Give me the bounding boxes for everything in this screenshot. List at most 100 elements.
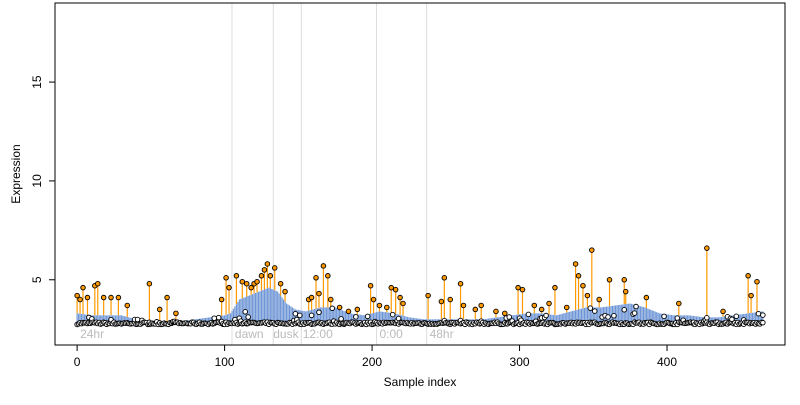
data-point — [261, 267, 268, 273]
data-point — [124, 302, 131, 309]
data-point — [389, 311, 396, 318]
data-point — [376, 302, 383, 309]
x-axis: 0 100 200 300 400 — [74, 344, 677, 369]
data-point — [621, 307, 628, 313]
data-point — [605, 314, 611, 320]
region-label: 24hr — [80, 327, 104, 341]
data-point — [242, 309, 248, 315]
data-point — [345, 308, 352, 315]
data-point — [354, 306, 361, 313]
data-point — [478, 302, 484, 309]
data-point — [546, 300, 552, 307]
data-point — [328, 296, 334, 303]
region-label: dusk — [273, 327, 299, 341]
data-point — [353, 314, 359, 320]
data-point — [233, 273, 240, 279]
data-point — [392, 286, 399, 293]
plot-frame — [54, 2, 786, 346]
data-point — [115, 294, 122, 301]
data-point — [364, 313, 371, 320]
data-point — [676, 300, 682, 307]
data-point — [243, 280, 250, 287]
data-point — [633, 303, 639, 310]
data-point — [531, 302, 538, 309]
y-axis: 5 10 15 — [30, 75, 56, 283]
data-point — [84, 294, 91, 301]
data-point — [271, 265, 278, 271]
data-point — [622, 288, 629, 295]
data-point — [146, 280, 153, 287]
data-points — [74, 245, 766, 328]
data-point — [388, 284, 394, 291]
data-point — [218, 296, 225, 303]
data-point — [760, 312, 766, 318]
data-point — [264, 261, 271, 267]
y-tick-label: 5 — [30, 276, 44, 283]
x-tick-label: 200 — [362, 355, 382, 369]
data-point — [370, 296, 377, 303]
data-point — [74, 292, 80, 299]
data-point — [515, 284, 521, 291]
data-point — [164, 294, 170, 301]
data-point — [80, 284, 86, 291]
region-label: dawn — [235, 327, 264, 341]
data-point — [338, 316, 344, 322]
data-point — [400, 300, 406, 307]
data-point — [292, 310, 299, 317]
region-label: 48hr — [430, 327, 454, 341]
data-point — [425, 292, 431, 299]
x-tick-label: 100 — [215, 355, 235, 369]
data-point — [580, 282, 586, 289]
data-point — [297, 312, 303, 319]
data-point — [502, 310, 508, 317]
region-label: 0:00 — [379, 327, 403, 341]
data-point — [438, 298, 445, 305]
data-point — [584, 292, 591, 299]
data-point — [156, 306, 163, 313]
y-axis-label: Expression — [9, 144, 23, 203]
data-point — [223, 275, 229, 281]
data-point — [643, 294, 650, 301]
x-tick-label: 0 — [74, 355, 81, 369]
x-tick-label: 400 — [657, 355, 677, 369]
data-point — [493, 308, 499, 315]
data-point — [661, 313, 667, 320]
data-point — [506, 314, 512, 320]
data-point — [621, 277, 628, 283]
y-tick-label: 15 — [30, 75, 44, 89]
data-point — [760, 319, 766, 326]
data-point — [748, 292, 754, 299]
data-point — [336, 304, 343, 311]
data-point — [704, 245, 710, 251]
baseline-ticks — [76, 287, 764, 325]
data-point — [457, 280, 464, 287]
data-point — [316, 309, 322, 316]
data-point — [267, 273, 274, 279]
data-point — [460, 302, 467, 309]
data-point — [572, 261, 579, 267]
data-point — [472, 306, 479, 313]
data-point — [226, 284, 232, 291]
data-point — [100, 294, 107, 301]
data-point — [254, 278, 260, 285]
data-point — [606, 277, 613, 283]
data-point — [108, 294, 114, 301]
data-point — [587, 305, 594, 311]
drop-lines — [76, 248, 758, 322]
data-point — [704, 315, 710, 321]
data-point — [441, 275, 448, 281]
data-point — [575, 273, 582, 279]
data-point — [755, 310, 762, 317]
data-point — [563, 304, 570, 311]
data-point — [592, 308, 598, 314]
data-point — [538, 306, 545, 313]
x-tick-label: 300 — [510, 355, 530, 369]
data-point — [525, 311, 532, 318]
data-point — [596, 296, 602, 303]
data-point — [329, 305, 336, 312]
x-axis-label: Sample index — [384, 375, 457, 389]
data-point — [367, 282, 374, 289]
data-point — [248, 284, 254, 291]
data-point — [173, 310, 179, 317]
